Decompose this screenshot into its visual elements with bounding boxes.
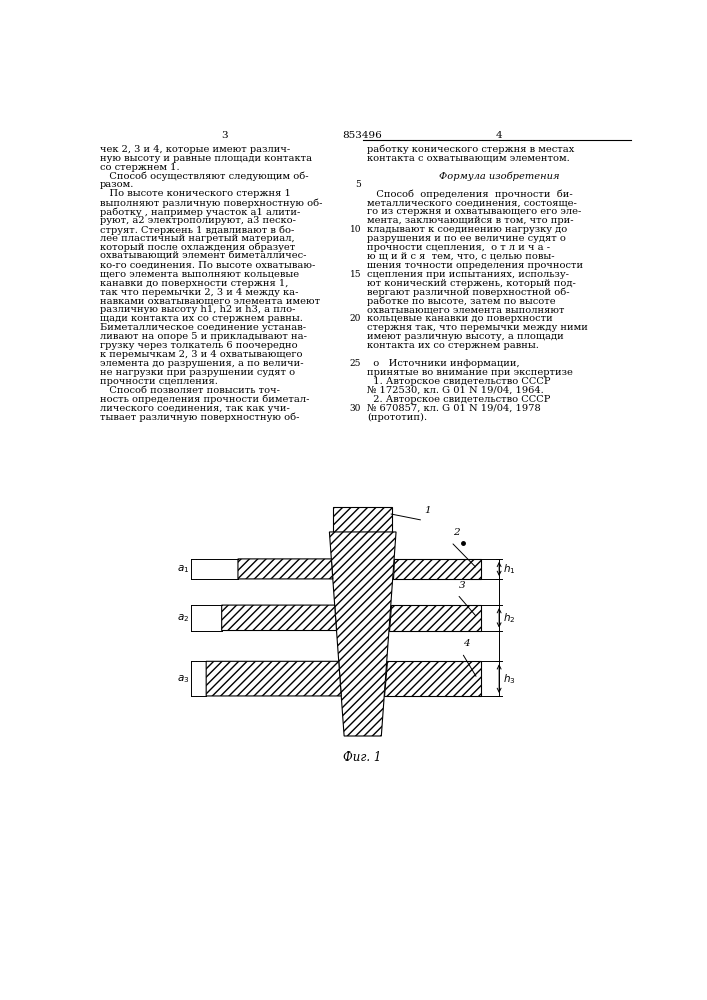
Text: различную высоту h1, h2 и h3, а пло-: различную высоту h1, h2 и h3, а пло- xyxy=(100,305,296,314)
Polygon shape xyxy=(222,605,337,631)
Text: 3: 3 xyxy=(459,581,465,590)
Text: По высоте конического стержня 1: По высоте конического стержня 1 xyxy=(100,189,291,198)
Text: грузку через толкатель 6 поочередно: грузку через толкатель 6 поочередно xyxy=(100,341,298,350)
Text: o   Источники информации,: o Источники информации, xyxy=(368,359,520,368)
Text: (прототип).: (прототип). xyxy=(368,413,428,422)
Text: работку , например участок a1 алити-: работку , например участок a1 алити- xyxy=(100,207,300,217)
Text: Способ осуществляют следующим об-: Способ осуществляют следующим об- xyxy=(100,171,309,181)
Text: мента, заключающийся в том, что при-: мента, заключающийся в том, что при- xyxy=(368,216,574,225)
Text: 1. Авторское свидетельство СССР: 1. Авторское свидетельство СССР xyxy=(368,377,551,386)
Text: шения точности определения прочности: шения точности определения прочности xyxy=(368,261,583,270)
Text: го из стержня и охватывающего его эле-: го из стержня и охватывающего его эле- xyxy=(368,207,582,216)
Text: канавки до поверхности стержня 1,: канавки до поверхности стержня 1, xyxy=(100,279,288,288)
Text: 15: 15 xyxy=(349,270,361,279)
Text: работку конического стержня в местах: работку конического стержня в местах xyxy=(368,145,575,154)
Polygon shape xyxy=(238,559,333,579)
Text: работке по высоте, затем по высоте: работке по высоте, затем по высоте xyxy=(368,296,556,306)
Text: тывает различную поверхностную об-: тывает различную поверхностную об- xyxy=(100,413,300,422)
Text: выполняют различную поверхностную об-: выполняют различную поверхностную об- xyxy=(100,198,322,208)
Text: руют, a2 электрополируют, a3 песко-: руют, a2 электрополируют, a3 песко- xyxy=(100,216,296,225)
Text: $a_2$: $a_2$ xyxy=(177,612,189,624)
Text: разрушения и по ее величине судят о: разрушения и по ее величине судят о xyxy=(368,234,566,243)
Text: 2. Авторское свидетельство СССР: 2. Авторское свидетельство СССР xyxy=(368,395,551,404)
Text: контакта с охватывающим элементом.: контакта с охватывающим элементом. xyxy=(368,154,570,163)
Text: щего элемента выполняют кольцевые: щего элемента выполняют кольцевые xyxy=(100,270,299,279)
Text: струят. Стержень 1 вдавливают в бо-: струят. Стержень 1 вдавливают в бо- xyxy=(100,225,294,235)
Text: $h_2$: $h_2$ xyxy=(503,611,515,625)
Text: ность определения прочности биметал-: ность определения прочности биметал- xyxy=(100,395,310,404)
Text: чек 2, 3 и 4, которые имеют различ-: чек 2, 3 и 4, которые имеют различ- xyxy=(100,145,291,154)
Polygon shape xyxy=(392,559,481,579)
Text: Способ позволяет повысить точ-: Способ позволяет повысить точ- xyxy=(100,386,280,395)
Polygon shape xyxy=(329,532,396,736)
Text: 4: 4 xyxy=(464,639,470,648)
Text: Биметаллическое соединение устанав-: Биметаллическое соединение устанав- xyxy=(100,323,306,332)
Text: кольцевые канавки до поверхности: кольцевые канавки до поверхности xyxy=(368,314,553,323)
Text: 853496: 853496 xyxy=(342,131,382,140)
Text: лического соединения, так как учи-: лического соединения, так как учи- xyxy=(100,404,290,413)
Text: $a_1$: $a_1$ xyxy=(177,563,189,575)
Text: 1: 1 xyxy=(425,506,431,515)
Text: охватывающий элемент биметалличес-: охватывающий элемент биметалличес- xyxy=(100,252,307,261)
Text: Способ  определения  прочности  би-: Способ определения прочности би- xyxy=(368,189,573,199)
Polygon shape xyxy=(206,661,341,696)
Text: вергают различной поверхностной об-: вергают различной поверхностной об- xyxy=(368,288,570,297)
Text: прочности сцепления.: прочности сцепления. xyxy=(100,377,218,386)
Text: ю щ и й с я  тем, что, с целью повы-: ю щ и й с я тем, что, с целью повы- xyxy=(368,252,555,261)
Text: контакта их со стержнем равны.: контакта их со стержнем равны. xyxy=(368,341,539,350)
Text: $a_3$: $a_3$ xyxy=(177,673,189,685)
Text: 5: 5 xyxy=(356,180,361,189)
Text: металлического соединения, состояще-: металлического соединения, состояще- xyxy=(368,198,577,207)
Text: Формула изобретения: Формула изобретения xyxy=(439,171,559,181)
Text: навками охватывающего элемента имеют: навками охватывающего элемента имеют xyxy=(100,296,320,305)
Text: ко-го соединения. По высоте охватываю-: ко-го соединения. По высоте охватываю- xyxy=(100,261,315,270)
Text: имеют различную высоту, а площади: имеют различную высоту, а площади xyxy=(368,332,564,341)
Text: элемента до разрушения, а по величи-: элемента до разрушения, а по величи- xyxy=(100,359,303,368)
Text: щади контакта их со стержнем равны.: щади контакта их со стержнем равны. xyxy=(100,314,303,323)
Text: кладывают к соединению нагрузку до: кладывают к соединению нагрузку до xyxy=(368,225,568,234)
Text: Фиг. 1: Фиг. 1 xyxy=(343,751,381,764)
Text: 30: 30 xyxy=(350,404,361,413)
Text: стержня так, что перемычки между ними: стержня так, что перемычки между ними xyxy=(368,323,588,332)
Text: № 172530, кл. G 01 N 19/04, 1964.: № 172530, кл. G 01 N 19/04, 1964. xyxy=(368,386,544,395)
Text: 4: 4 xyxy=(496,131,503,140)
Text: 2: 2 xyxy=(452,528,460,537)
Text: не нагрузки при разрушении судят о: не нагрузки при разрушении судят о xyxy=(100,368,295,377)
Text: 3: 3 xyxy=(221,131,228,140)
Text: охватывающего элемента выполняют: охватывающего элемента выполняют xyxy=(368,305,565,314)
Text: $h_1$: $h_1$ xyxy=(503,562,515,576)
Text: со стержнем 1.: со стержнем 1. xyxy=(100,163,180,172)
Text: разом.: разом. xyxy=(100,180,134,189)
Text: который после охлаждения образует: который после охлаждения образует xyxy=(100,243,296,252)
Text: ную высоту и равные площади контакта: ную высоту и равные площади контакта xyxy=(100,154,312,163)
Polygon shape xyxy=(384,661,481,696)
Text: 25: 25 xyxy=(350,359,361,368)
Text: $h_3$: $h_3$ xyxy=(503,672,515,686)
Text: 20: 20 xyxy=(350,314,361,323)
Polygon shape xyxy=(389,605,481,631)
Text: так что перемычки 2, 3 и 4 между ка-: так что перемычки 2, 3 и 4 между ка- xyxy=(100,288,298,297)
Text: 10: 10 xyxy=(350,225,361,234)
Text: ют конический стержень, который под-: ют конический стержень, который под- xyxy=(368,279,576,288)
Text: лее пластичный нагретый материал,: лее пластичный нагретый материал, xyxy=(100,234,295,243)
Text: принятые во внимание при экспертизе: принятые во внимание при экспертизе xyxy=(368,368,573,377)
Text: прочности сцепления,  о т л и ч а -: прочности сцепления, о т л и ч а - xyxy=(368,243,551,252)
Polygon shape xyxy=(333,507,392,532)
Text: № 670857, кл. G 01 N 19/04, 1978: № 670857, кл. G 01 N 19/04, 1978 xyxy=(368,404,541,413)
Text: ливают на опоре 5 и прикладывают на-: ливают на опоре 5 и прикладывают на- xyxy=(100,332,307,341)
Text: к перемычкам 2, 3 и 4 охватывающего: к перемычкам 2, 3 и 4 охватывающего xyxy=(100,350,303,359)
Text: сцепления при испытаниях, использу-: сцепления при испытаниях, использу- xyxy=(368,270,569,279)
